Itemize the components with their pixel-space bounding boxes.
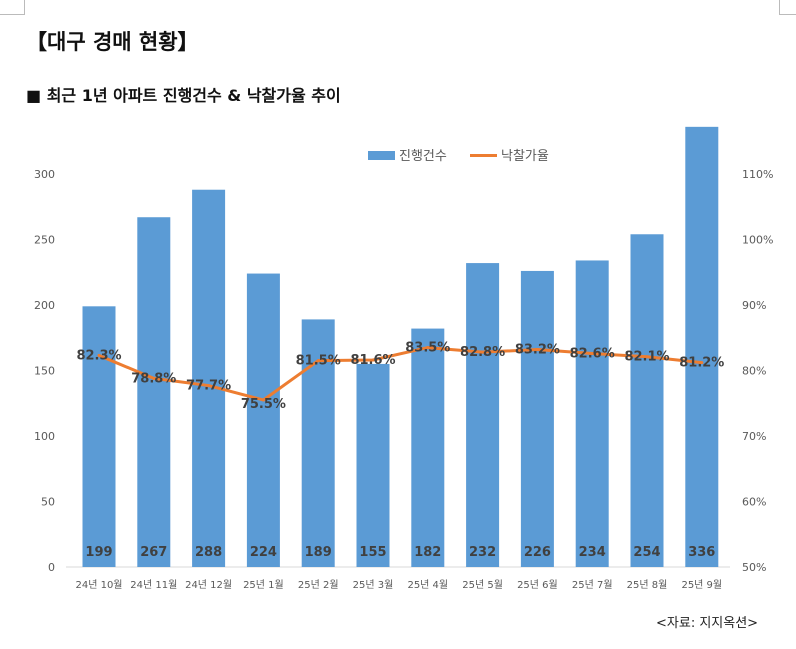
left-axis-tick: 50 bbox=[41, 496, 55, 509]
rate-label: 78.8% bbox=[131, 371, 176, 386]
left-axis-tick: 100 bbox=[34, 430, 55, 443]
left-axis-tick: 150 bbox=[34, 365, 55, 378]
left-axis-tick: 0 bbox=[48, 561, 55, 574]
x-axis-tick: 25년 1월 bbox=[243, 579, 284, 591]
x-axis-tick: 24년 10월 bbox=[75, 579, 122, 591]
bar-label: 288 bbox=[195, 545, 222, 560]
x-axis-tick: 24년 12월 bbox=[185, 579, 232, 591]
legend-label: 낙찰가율 bbox=[501, 149, 549, 164]
bar-label: 226 bbox=[524, 545, 551, 560]
right-axis-tick: 90% bbox=[742, 299, 766, 312]
bar-label: 254 bbox=[633, 545, 660, 560]
bar bbox=[356, 363, 390, 567]
rate-point bbox=[316, 359, 320, 363]
right-axis-tick: 110% bbox=[742, 168, 773, 181]
x-axis-tick: 25년 3월 bbox=[353, 579, 394, 591]
rate-point bbox=[207, 384, 211, 388]
bar-label: 234 bbox=[579, 545, 606, 560]
x-axis-tick: 25년 7월 bbox=[572, 579, 613, 591]
x-axis-tick: 25년 9월 bbox=[681, 579, 722, 591]
bar-label: 336 bbox=[688, 545, 715, 560]
right-axis-tick: 50% bbox=[742, 561, 766, 574]
rate-point bbox=[97, 353, 101, 357]
bar-label: 189 bbox=[305, 545, 332, 560]
bar bbox=[246, 273, 280, 567]
left-axis-tick: 200 bbox=[34, 299, 55, 312]
rate-label: 81.6% bbox=[350, 353, 395, 368]
bar-label: 199 bbox=[85, 545, 112, 560]
rate-label: 82.3% bbox=[76, 348, 121, 363]
rate-point bbox=[426, 346, 430, 350]
bar bbox=[685, 126, 719, 567]
rate-label: 77.7% bbox=[186, 379, 231, 394]
rate-point bbox=[261, 398, 265, 402]
rate-point bbox=[371, 358, 375, 362]
right-axis-tick: 70% bbox=[742, 430, 766, 443]
rate-label: 83.5% bbox=[405, 341, 450, 356]
legend-swatch-bar bbox=[368, 151, 395, 160]
bar bbox=[575, 260, 609, 567]
rate-label: 81.2% bbox=[679, 356, 724, 371]
x-axis-tick: 25년 5월 bbox=[462, 579, 503, 591]
bar bbox=[466, 263, 500, 567]
bar bbox=[630, 234, 664, 567]
x-axis-tick: 25년 2월 bbox=[298, 579, 339, 591]
x-axis-tick: 25년 6월 bbox=[517, 579, 558, 591]
rate-label: 81.5% bbox=[296, 354, 341, 369]
right-axis-tick: 100% bbox=[742, 234, 773, 247]
bar bbox=[411, 328, 445, 567]
rate-label: 82.6% bbox=[570, 346, 615, 361]
left-axis-tick: 300 bbox=[34, 168, 55, 181]
left-axis-tick: 250 bbox=[34, 234, 55, 247]
rate-point bbox=[645, 355, 649, 359]
x-axis-tick: 25년 4월 bbox=[407, 579, 448, 591]
x-axis-tick: 24년 11월 bbox=[130, 579, 177, 591]
rate-point bbox=[700, 361, 704, 365]
page-corner-mark bbox=[0, 0, 25, 15]
rate-line bbox=[98, 346, 702, 402]
rate-point bbox=[590, 351, 594, 355]
rate-point bbox=[481, 350, 485, 354]
bar-label: 155 bbox=[359, 545, 386, 560]
bar bbox=[192, 189, 226, 567]
page-corner-mark bbox=[779, 0, 796, 15]
bar-label: 224 bbox=[250, 545, 277, 560]
rate-point bbox=[152, 376, 156, 380]
rate-label: 83.2% bbox=[515, 343, 560, 358]
rate-point bbox=[535, 348, 539, 352]
bar-label: 232 bbox=[469, 545, 496, 560]
rate-label: 82.8% bbox=[460, 345, 505, 360]
page-title: 【대구 경매 현황】 bbox=[26, 30, 199, 54]
bar bbox=[137, 217, 171, 568]
bar bbox=[520, 270, 554, 567]
source-note: <자료: 지지옥션> bbox=[656, 616, 759, 631]
bar-label: 267 bbox=[140, 545, 167, 560]
chart-heading: ■ 최근 1년 아파트 진행건수 & 낙찰가율 추이 bbox=[26, 86, 341, 105]
rate-label: 75.5% bbox=[241, 397, 286, 412]
x-axis-tick: 25년 8월 bbox=[627, 579, 668, 591]
bar-label: 182 bbox=[414, 545, 441, 560]
right-axis-tick: 80% bbox=[742, 365, 766, 378]
right-axis-tick: 60% bbox=[742, 496, 766, 509]
rate-label: 82.1% bbox=[624, 350, 669, 365]
legend-label: 진행건수 bbox=[399, 148, 447, 164]
bar bbox=[82, 306, 116, 567]
